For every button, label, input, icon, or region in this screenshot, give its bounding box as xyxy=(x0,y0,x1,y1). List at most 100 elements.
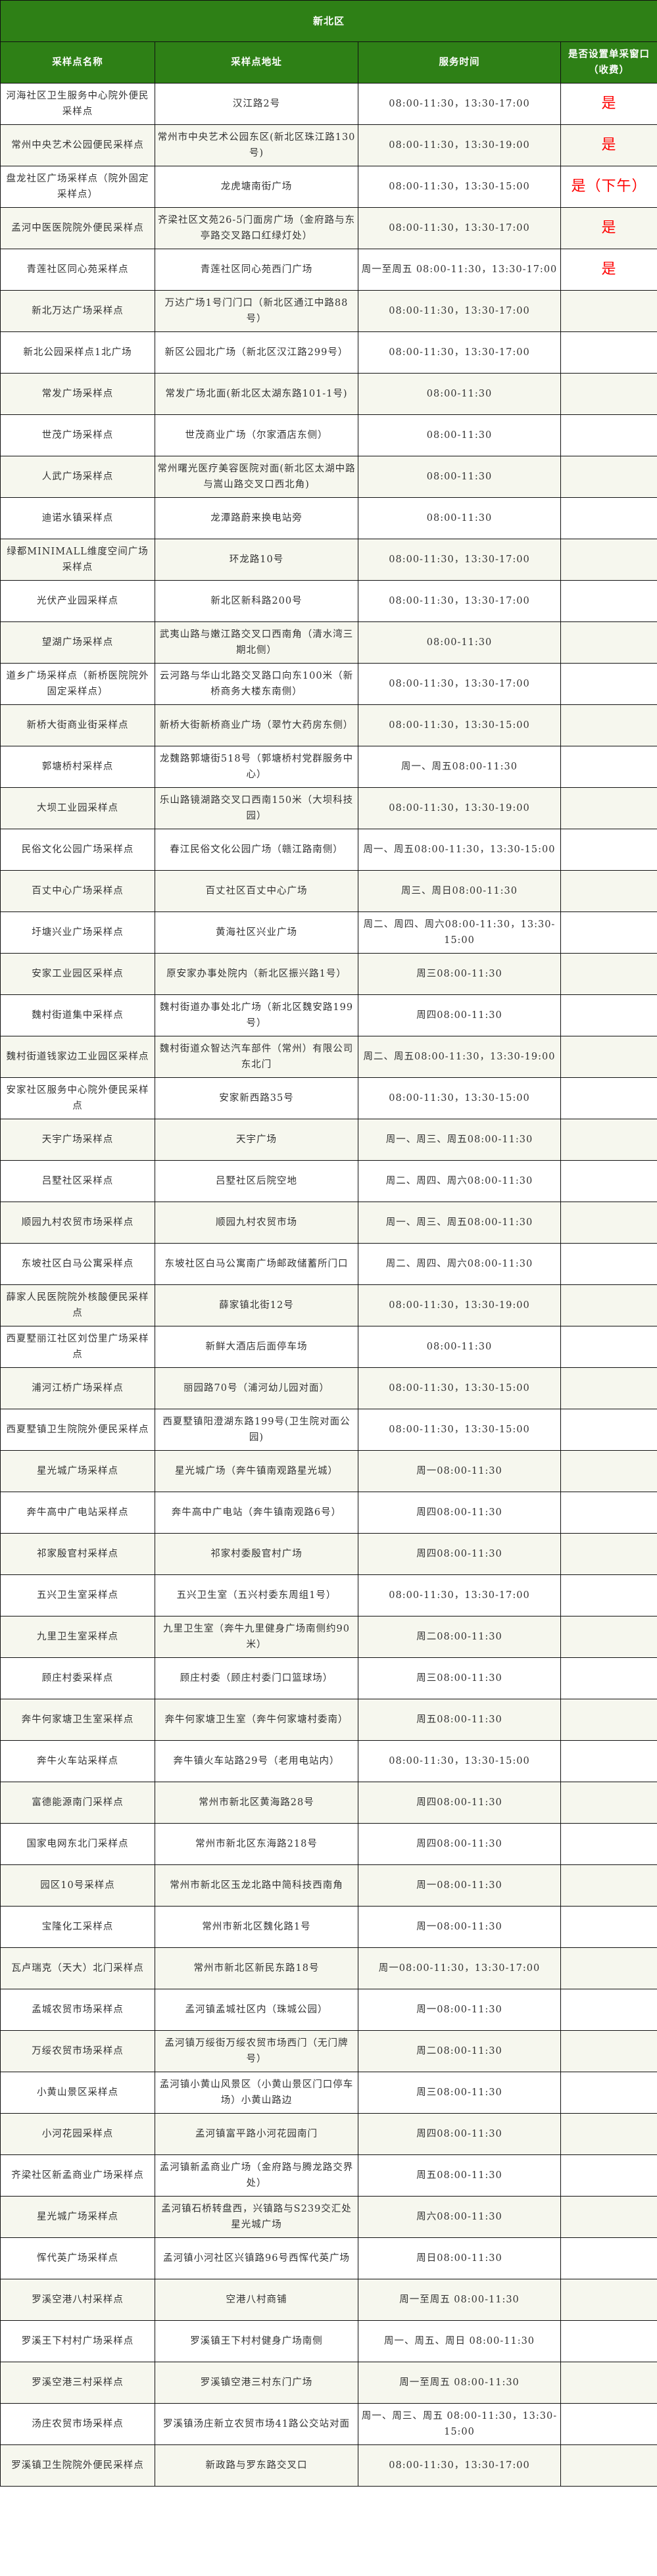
site-name-cell: 祁家殷官村采样点 xyxy=(0,1533,155,1575)
service-hours-cell: 周二、周五08:00-11:30，13:30-19:00 xyxy=(358,1036,561,1078)
table-row: 孟城农贸市场采样点 孟河镇孟城社区内（珠城公园） 周一08:00-11:30 xyxy=(0,1989,657,2031)
site-name-cell: 郭塘桥村采样点 xyxy=(0,746,155,788)
site-name-cell: 迪诺水镇采样点 xyxy=(0,497,155,539)
service-hours-cell: 周四08:00-11:30 xyxy=(358,1492,561,1534)
service-hours-cell: 周一、周五08:00-11:30 xyxy=(358,746,561,788)
service-hours-cell: 08:00-11:30，13:30-17:00 xyxy=(358,207,561,249)
site-name-cell: 东坡社区白马公寓采样点 xyxy=(0,1243,155,1285)
service-hours-cell: 周一08:00-11:30 xyxy=(358,1906,561,1948)
single-window-cell xyxy=(560,2279,657,2321)
single-window-cell xyxy=(560,1202,657,1244)
column-header-row: 采样点名称 采样点地址 服务时间 是否设置单采窗口（收费） xyxy=(0,41,657,84)
table-row: 国家电网东北门采样点 常州市新北区东海路218号 周四08:00-11:30 xyxy=(0,1823,657,1865)
column-header-name: 采样点名称 xyxy=(0,41,155,84)
table-row: 星光城广场采样点 星光城广场（奔牛镇南观路星光城） 周一08:00-11:30 xyxy=(0,1450,657,1492)
site-name-cell: 望湖广场采样点 xyxy=(0,621,155,664)
single-window-cell xyxy=(560,911,657,954)
site-address-cell: 西夏墅镇阳澄湖东路199号(卫生院对面公园) xyxy=(155,1409,358,1451)
site-name-cell: 安家工业园区采样点 xyxy=(0,953,155,995)
site-name-cell: 奔牛火车站采样点 xyxy=(0,1740,155,1782)
site-name-cell: 罗溪空港三村采样点 xyxy=(0,2362,155,2404)
site-name-cell: 薛家人民医院院外核酸便民采样点 xyxy=(0,1284,155,1326)
site-name-cell: 万绥农贸市场采样点 xyxy=(0,2030,155,2072)
single-window-cell xyxy=(560,953,657,995)
site-address-cell: 奔牛镇火车站路29号（老用电站内） xyxy=(155,1740,358,1782)
service-hours-cell: 周二08:00-11:30 xyxy=(358,1616,561,1658)
site-name-cell: 安家社区服务中心院外便民采样点 xyxy=(0,1077,155,1119)
table-row: 奔牛何家塘卫生室采样点 奔牛何家塘卫生室（奔牛何家塘村委南） 周五08:00-11:… xyxy=(0,1699,657,1741)
site-address-cell: 常州曙光医疗美容医院对面(新北区太湖中路与嵩山路交叉口西北角) xyxy=(155,456,358,498)
site-name-cell: 罗溪王下村村广场采样点 xyxy=(0,2320,155,2362)
site-address-cell: 魏村街道众智达汽车部件（常州）有限公司东北门 xyxy=(155,1036,358,1078)
service-hours-cell: 周一、周三、周五08:00-11:30 xyxy=(358,1202,561,1244)
single-window-cell xyxy=(560,829,657,871)
single-window-cell xyxy=(560,1740,657,1782)
table-row: 奔牛高中广电站采样点 奔牛高中广电站（奔牛镇南观路6号） 周四08:00-11:30 xyxy=(0,1492,657,1534)
table-row: 魏村街道钱家边工业园区采样点 魏村街道众智达汽车部件（常州）有限公司东北门 周二、周… xyxy=(0,1036,657,1078)
site-address-cell: 世茂商业广场（尔家酒店东侧） xyxy=(155,414,358,456)
district-title-row: 新北区 xyxy=(0,0,657,42)
site-address-cell: 祁家村委殷官村广场 xyxy=(155,1533,358,1575)
table-row: 望湖广场采样点 武夷山路与嫩江路交叉口西南角（清水湾三期北侧） 08:00-11:3… xyxy=(0,621,657,664)
table-row: 顺园九村农贸市场采样点 顺园九村农贸市场 周一、周三、周五08:00-11:30 xyxy=(0,1202,657,1244)
service-hours-cell: 08:00-11:30，13:30-15:00 xyxy=(358,1367,561,1409)
service-hours-cell: 周一、周五08:00-11:30，13:30-15:00 xyxy=(358,829,561,871)
site-name-cell: 小黄山景区采样点 xyxy=(0,2072,155,2114)
table-row: 罗溪空港三村采样点 罗溪镇空港三村东门广场 周一至周五 08:00-11:30 xyxy=(0,2362,657,2404)
column-header-address: 采样点地址 xyxy=(155,41,358,84)
site-name-cell: 罗溪空港八村采样点 xyxy=(0,2279,155,2321)
site-address-cell: 常州市新北区东海路218号 xyxy=(155,1823,358,1865)
single-window-cell xyxy=(560,1450,657,1492)
site-name-cell: 魏村街道钱家边工业园区采样点 xyxy=(0,1036,155,1078)
site-address-cell: 罗溪镇汤庄新立农贸市场41路公交站对面 xyxy=(155,2403,358,2445)
table-row: 齐梁社区新孟商业广场采样点 孟河镇新孟商业广场（金府路与腾龙路交界处） 周五08:0… xyxy=(0,2154,657,2197)
single-window-cell xyxy=(560,2237,657,2279)
table-row: 祁家殷官村采样点 祁家村委殷官村广场 周四08:00-11:30 xyxy=(0,1533,657,1575)
site-name-cell: 民俗文化公园广场采样点 xyxy=(0,829,155,871)
service-hours-cell: 周一、周五、周日 08:00-11:30 xyxy=(358,2320,561,2362)
table-row: 迪诺水镇采样点 龙潭路蔚来换电站旁 08:00-11:30 xyxy=(0,497,657,539)
single-window-cell xyxy=(560,290,657,332)
table-row: 薛家人民医院院外核酸便民采样点 薛家镇北街12号 08:00-11:30，13:30… xyxy=(0,1284,657,1326)
site-name-cell: 西夏墅镇卫生院院外便民采样点 xyxy=(0,1409,155,1451)
table-row: 安家社区服务中心院外便民采样点 安家新西路35号 08:00-11:30，13:30… xyxy=(0,1077,657,1119)
site-name-cell: 常发广场采样点 xyxy=(0,373,155,415)
service-hours-cell: 08:00-11:30，13:30-17:00 xyxy=(358,2444,561,2487)
site-address-cell: 孟河镇万绥街万绥农贸市场西门（无门牌号） xyxy=(155,2030,358,2072)
table-row: 新北公园采样点1北广场 新区公园北广场（新北区汉江路299号） 08:00-11:3… xyxy=(0,331,657,374)
site-address-cell: 常州市新北区新民东路18号 xyxy=(155,1947,358,1989)
site-name-cell: 五兴卫生室采样点 xyxy=(0,1574,155,1616)
table-row: 吕墅社区采样点 吕墅社区后院空地 周二、周四、周六08:00-11:30 xyxy=(0,1160,657,1202)
table-row: 世茂广场采样点 世茂商业广场（尔家酒店东侧） 08:00-11:30 xyxy=(0,414,657,456)
service-hours-cell: 08:00-11:30，13:30-19:00 xyxy=(358,124,561,166)
service-hours-cell: 08:00-11:30，13:30-15:00 xyxy=(358,1077,561,1119)
site-address-cell: 孟河镇新孟商业广场（金府路与腾龙路交界处） xyxy=(155,2154,358,2197)
service-hours-cell: 08:00-11:30，13:30-17:00 xyxy=(358,83,561,125)
single-window-cell xyxy=(560,2444,657,2487)
site-address-cell: 新政路与罗东路交叉口 xyxy=(155,2444,358,2487)
table-row: 道乡广场采样点（新桥医院院外固定采样点） 云河路与华山北路交叉路口向东100米（新… xyxy=(0,663,657,705)
site-name-cell: 星光城广场采样点 xyxy=(0,1450,155,1492)
site-name-cell: 星光城广场采样点 xyxy=(0,2196,155,2238)
service-hours-cell: 周四08:00-11:30 xyxy=(358,2113,561,2155)
single-window-cell xyxy=(560,2113,657,2155)
site-name-cell: 盘龙社区广场采样点（院外固定采样点） xyxy=(0,166,155,208)
site-address-cell: 常州市新北区玉龙北路中简科技西南角 xyxy=(155,1864,358,1907)
column-header-hours: 服务时间 xyxy=(358,41,561,84)
table-row: 罗溪空港八村采样点 空港八村商铺 周一至周五 08:00-11:30 xyxy=(0,2279,657,2321)
site-address-cell: 星光城广场（奔牛镇南观路星光城） xyxy=(155,1450,358,1492)
service-hours-cell: 周四08:00-11:30 xyxy=(358,1782,561,1824)
site-address-cell: 孟河镇石桥转盘西，兴镇路与S239交汇处星光城广场 xyxy=(155,2196,358,2238)
service-hours-cell: 08:00-11:30，13:30-17:00 xyxy=(358,331,561,374)
service-hours-cell: 08:00-11:30，13:30-15:00 xyxy=(358,166,561,208)
site-name-cell: 奔牛高中广电站采样点 xyxy=(0,1492,155,1534)
single-window-cell xyxy=(560,1036,657,1078)
table-row: 奔牛火车站采样点 奔牛镇火车站路29号（老用电站内） 08:00-11:30，13:… xyxy=(0,1740,657,1782)
service-hours-cell: 08:00-11:30 xyxy=(358,621,561,664)
site-name-cell: 光伏产业园采样点 xyxy=(0,580,155,622)
single-window-cell: 是 xyxy=(560,207,657,249)
service-hours-cell: 周二、周四、周六08:00-11:30 xyxy=(358,1160,561,1202)
table-row: 园区10号采样点 常州市新北区玉龙北路中简科技西南角 周一08:00-11:30 xyxy=(0,1864,657,1907)
site-name-cell: 顾庄村委采样点 xyxy=(0,1657,155,1699)
site-name-cell: 新北公园采样点1北广场 xyxy=(0,331,155,374)
